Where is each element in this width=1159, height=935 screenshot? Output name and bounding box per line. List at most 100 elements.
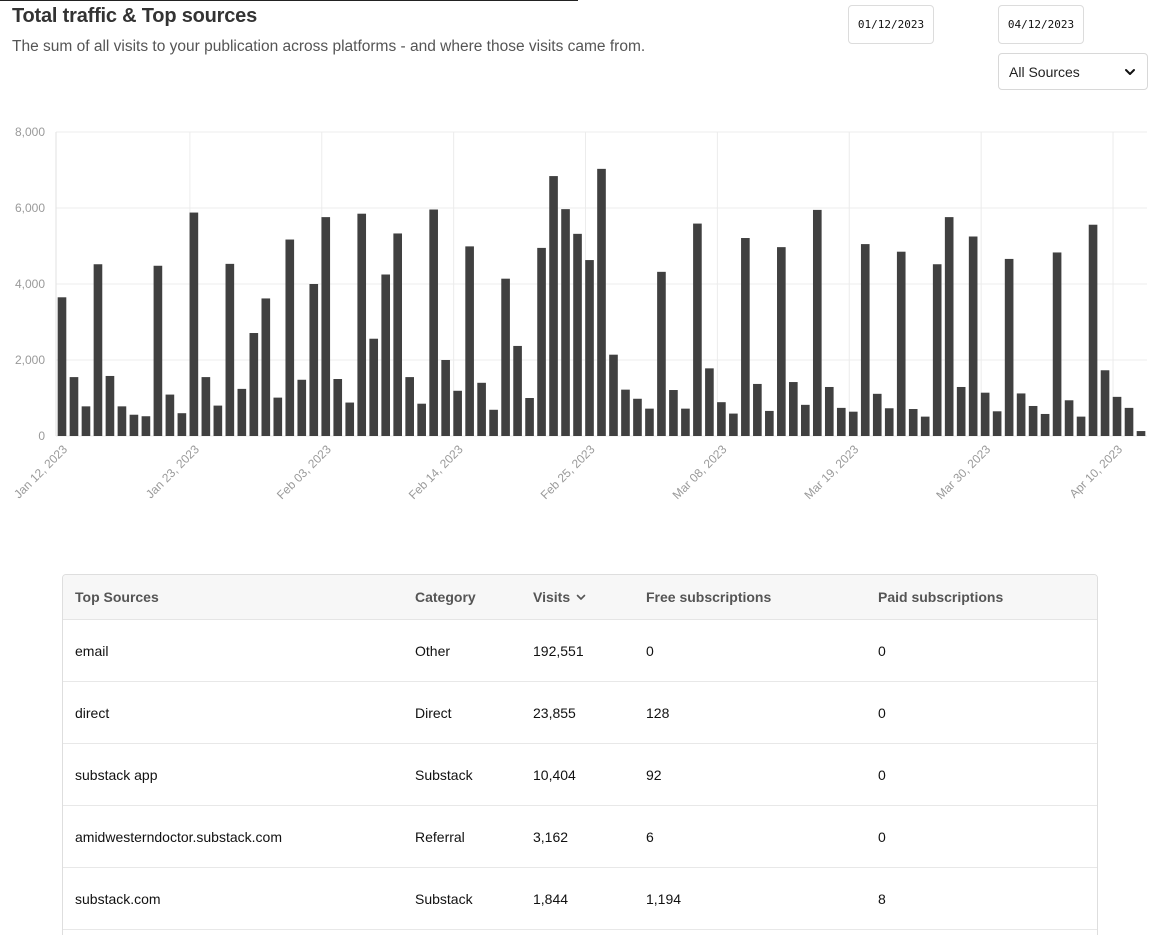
x-tick-label: Feb 14, 2023 xyxy=(406,442,466,502)
header-top-sources: Top Sources xyxy=(75,589,159,605)
traffic-bar xyxy=(537,247,546,436)
y-tick-label: 2,000 xyxy=(15,353,45,367)
traffic-bar xyxy=(597,168,606,437)
traffic-bar xyxy=(453,390,462,436)
traffic-bar xyxy=(381,274,391,436)
traffic-bar xyxy=(93,264,103,436)
traffic-bar xyxy=(705,368,714,436)
traffic-bar xyxy=(417,403,426,436)
traffic-bar xyxy=(117,406,127,436)
x-tick-label: Mar 08, 2023 xyxy=(670,442,730,502)
table-row[interactable]: substack.com Substack 1,844 1,194 8 xyxy=(63,868,1097,930)
traffic-bar xyxy=(585,260,594,436)
cell-free-subscriptions: 1,194 xyxy=(646,890,682,907)
cell-source: substack app xyxy=(75,766,158,783)
traffic-bar xyxy=(165,394,175,436)
traffic-bar xyxy=(848,411,858,436)
traffic-bar xyxy=(657,271,666,436)
traffic-bar xyxy=(1040,413,1050,436)
traffic-bar xyxy=(81,406,91,436)
traffic-bar xyxy=(333,379,343,436)
traffic-bar xyxy=(872,393,882,436)
cell-source: direct xyxy=(75,704,110,721)
traffic-chart: 0 2,000 4,000 6,000 8,000 Jan 12, 2023 Jan 23,… xyxy=(11,125,1147,502)
start-date-input[interactable]: 01/12/2023 xyxy=(848,5,934,44)
traffic-bar xyxy=(836,407,846,436)
table-header: Top Sources Category Visits Free subscri… xyxy=(63,575,1097,620)
table-row[interactable]: email Other 192,551 0 0 xyxy=(63,620,1097,682)
traffic-bar xyxy=(944,217,954,436)
x-tick-label: Apr 10, 2023 xyxy=(1067,442,1126,501)
traffic-bar xyxy=(681,408,690,436)
traffic-bar xyxy=(1124,407,1134,436)
traffic-bar xyxy=(477,382,486,436)
table-row[interactable]: amidwesterndoctor.substack.com Referral … xyxy=(63,806,1097,868)
traffic-bar xyxy=(1052,252,1062,436)
cell-paid-subscriptions: 0 xyxy=(878,704,886,721)
traffic-bar xyxy=(765,410,774,436)
traffic-bar xyxy=(884,408,894,436)
traffic-bar xyxy=(369,338,379,436)
traffic-bar xyxy=(693,223,702,436)
traffic-bar xyxy=(525,398,534,436)
cell-source: amidwesterndoctor.substack.com xyxy=(75,828,282,845)
traffic-bar xyxy=(992,411,1002,436)
cell-category: Substack xyxy=(415,766,473,783)
traffic-bar xyxy=(189,212,199,436)
traffic-bar xyxy=(549,176,558,436)
y-tick-label: 4,000 xyxy=(15,277,45,291)
traffic-bar xyxy=(513,345,522,436)
traffic-bar xyxy=(429,209,438,436)
table-row[interactable]: direct Direct 23,855 128 0 xyxy=(63,682,1097,744)
top-sources-table: Top Sources Category Visits Free subscri… xyxy=(62,574,1098,935)
header-visits[interactable]: Visits xyxy=(533,589,587,605)
y-tick-label: 0 xyxy=(38,429,45,443)
cell-paid-subscriptions: 8 xyxy=(878,890,886,907)
page-subtitle: The sum of all visits to your publicatio… xyxy=(12,38,646,55)
traffic-bar xyxy=(621,389,630,436)
traffic-bar xyxy=(489,409,498,436)
header-free-subscriptions: Free subscriptions xyxy=(646,589,772,605)
cell-category: Other xyxy=(415,642,451,659)
traffic-bar xyxy=(573,233,582,436)
traffic-bar xyxy=(177,413,187,436)
y-tick-label: 8,000 xyxy=(15,125,45,139)
traffic-bar xyxy=(465,246,474,436)
traffic-bar xyxy=(57,297,67,436)
traffic-bar xyxy=(980,392,990,436)
source-select-value: All Sources xyxy=(1009,63,1080,80)
traffic-bar xyxy=(1004,258,1014,436)
cell-visits: 23,855 xyxy=(533,704,576,721)
source-select[interactable]: All Sources xyxy=(998,53,1148,90)
cell-paid-subscriptions: 0 xyxy=(878,828,886,845)
traffic-bar xyxy=(789,382,798,436)
x-tick-label: Jan 23, 2023 xyxy=(143,442,202,501)
table-row[interactable]: substack app Substack 10,404 92 0 xyxy=(63,744,1097,806)
traffic-bar xyxy=(968,236,978,436)
sort-chevron-icon xyxy=(576,594,586,600)
traffic-bar xyxy=(956,386,966,436)
y-tick-label: 6,000 xyxy=(15,201,45,215)
traffic-bar xyxy=(800,404,810,436)
traffic-bar xyxy=(249,333,259,436)
header-visits-label: Visits xyxy=(533,589,571,605)
traffic-bar xyxy=(1028,405,1038,436)
traffic-bar xyxy=(896,251,906,436)
traffic-bar xyxy=(824,386,834,436)
traffic-bar xyxy=(1112,396,1122,436)
traffic-bar xyxy=(69,377,79,436)
traffic-bar xyxy=(297,379,307,436)
cell-category: Referral xyxy=(415,828,465,845)
traffic-bar xyxy=(1064,400,1074,436)
traffic-bar xyxy=(321,217,331,436)
traffic-bar xyxy=(237,388,247,436)
cell-visits: 192,551 xyxy=(533,642,584,659)
header-paid-subscriptions: Paid subscriptions xyxy=(878,589,1004,605)
traffic-bar xyxy=(860,244,870,436)
traffic-bar xyxy=(1136,431,1146,436)
traffic-bar xyxy=(261,298,271,436)
traffic-bar xyxy=(393,233,403,436)
end-date-input[interactable]: 04/12/2023 xyxy=(998,5,1084,44)
cell-free-subscriptions: 128 xyxy=(646,704,670,721)
traffic-bar xyxy=(201,377,211,436)
